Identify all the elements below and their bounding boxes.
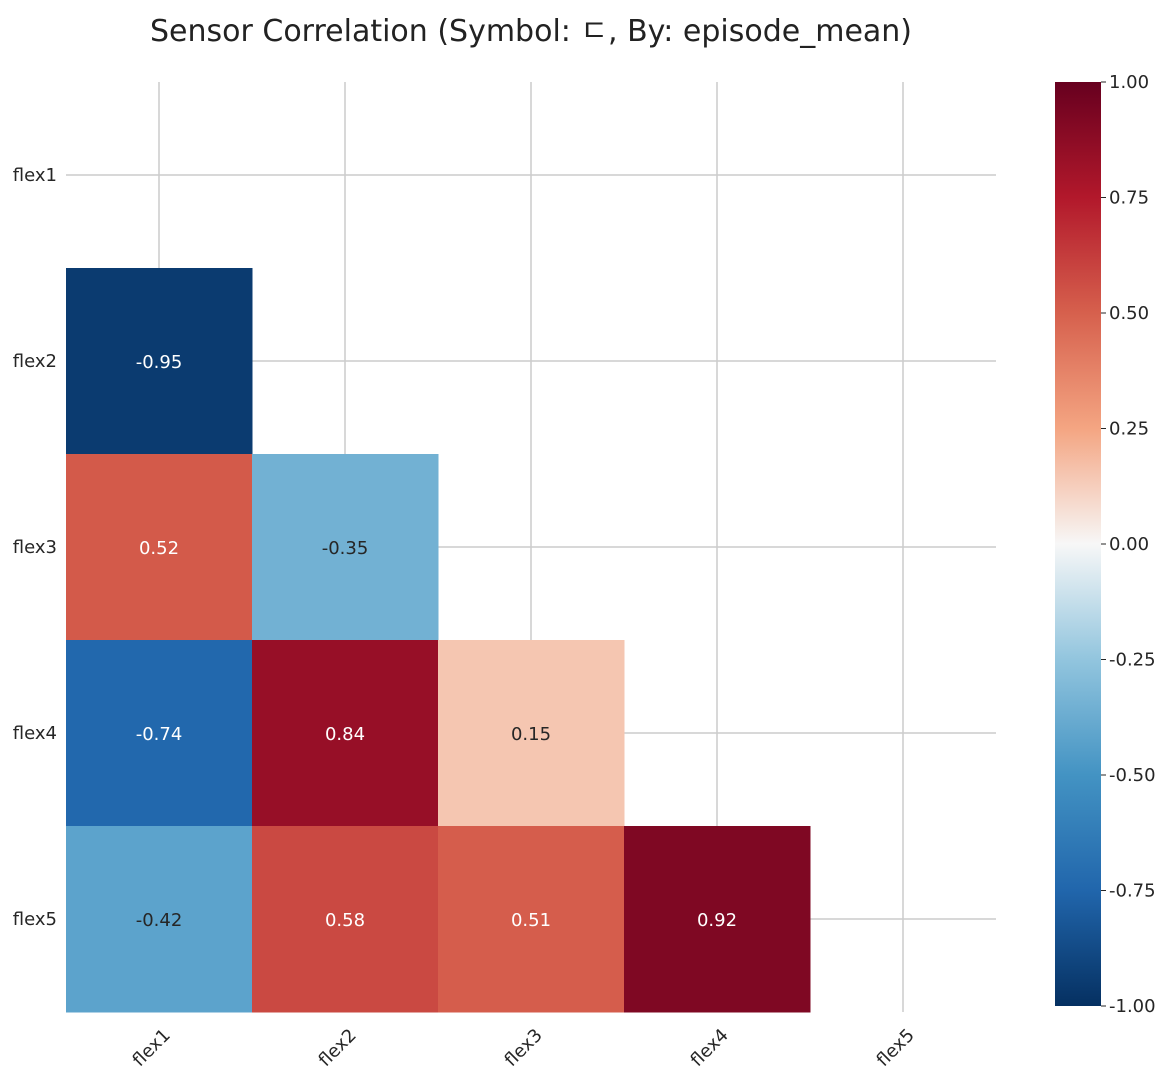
colorbar-tick-label: 0.00 <box>1109 534 1149 555</box>
cell-value-label: -0.35 <box>322 538 369 559</box>
heatmap-cell-flex5-flex3 <box>438 826 625 1013</box>
chart-title: Sensor Correlation (Symbol: ㄷ, By: episo… <box>150 14 912 49</box>
x-tick-label: flex4 <box>687 1025 733 1071</box>
cell-value-label: -0.74 <box>136 724 183 745</box>
cell-value-label: 0.58 <box>325 910 365 931</box>
cell-value-label: -0.95 <box>136 352 183 373</box>
heatmap-cell-flex3-flex1 <box>66 454 253 641</box>
cell-value-label: 0.52 <box>139 538 179 559</box>
cell-value-label: -0.42 <box>136 910 183 931</box>
cell-value-label: 0.51 <box>511 910 551 931</box>
heatmap-cell-flex4-flex3 <box>438 640 625 827</box>
heatmap-cell-flex5-flex1 <box>66 826 253 1013</box>
y-tick-labels: flex1 flex2 flex3 flex4 flex5 <box>13 165 57 930</box>
colorbar-tick-label: -0.75 <box>1109 881 1156 902</box>
cell-value-label: 0.15 <box>511 724 551 745</box>
colorbar-tick-label: 0.25 <box>1109 419 1149 440</box>
cell-value-label: 0.84 <box>325 724 365 745</box>
colorbar-gradient-bar <box>1055 82 1101 1006</box>
heatmap-cell-flex5-flex2 <box>252 826 439 1013</box>
y-tick-label: flex4 <box>13 723 57 744</box>
y-tick-label: flex1 <box>13 165 57 186</box>
heatmap-cell-flex4-flex1 <box>66 640 253 827</box>
heatmap-cell-flex4-flex2 <box>252 640 439 827</box>
x-tick-label: flex2 <box>315 1025 361 1071</box>
colorbar-tick-label: 1.00 <box>1109 72 1149 93</box>
y-tick-label: flex5 <box>13 909 57 930</box>
x-tick-label: flex1 <box>129 1025 175 1071</box>
heatmap-cell-flex5-flex4 <box>624 826 811 1013</box>
colorbar-tick-label: -1.00 <box>1109 996 1156 1017</box>
x-tick-label: flex3 <box>501 1025 547 1071</box>
colorbar: 1.00 0.75 0.50 0.25 0.00 -0.25 -0.50 -0.75 -1.00 <box>1055 72 1156 1017</box>
colorbar-tick-label: 0.75 <box>1109 188 1149 209</box>
heatmap-cell-flex2-flex1 <box>66 268 253 455</box>
cell-value-label: 0.92 <box>697 910 737 931</box>
heatmap-cell-flex3-flex2 <box>252 454 439 641</box>
colorbar-tick-label: -0.25 <box>1109 650 1156 671</box>
colorbar-tick-label: 0.50 <box>1109 303 1149 324</box>
x-tick-label: flex5 <box>873 1025 919 1071</box>
colorbar-tick-label: -0.50 <box>1109 765 1156 786</box>
heatmap-cells: -0.95 0.52 -0.35 -0.74 0.84 0.15 -0.42 0.58 0.51… <box>66 268 811 1013</box>
y-tick-label: flex2 <box>13 351 57 372</box>
y-tick-label: flex3 <box>13 537 57 558</box>
x-tick-labels: flex1 flex2 flex3 flex4 flex5 <box>129 1025 919 1071</box>
